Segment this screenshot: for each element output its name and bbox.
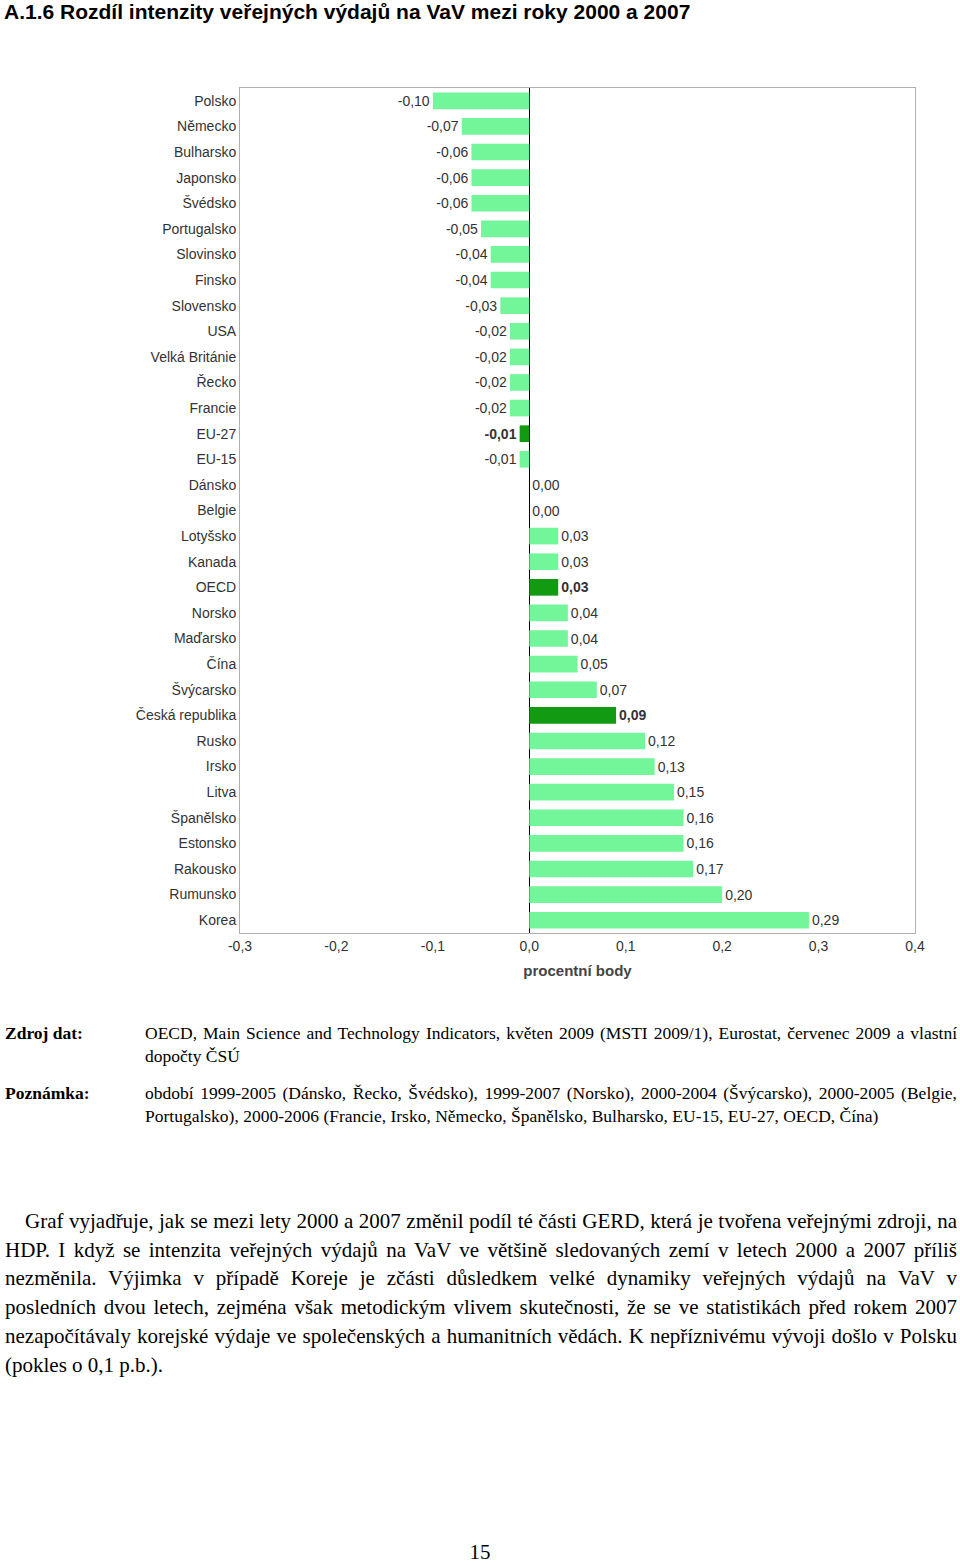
- svg-text:0,3: 0,3: [809, 938, 829, 954]
- svg-text:0,04: 0,04: [571, 605, 598, 621]
- svg-text:-0,06: -0,06: [436, 195, 468, 211]
- svg-text:Norsko: Norsko: [192, 605, 237, 621]
- svg-text:-0,01: -0,01: [485, 451, 517, 467]
- svg-text:Rakousko: Rakousko: [174, 861, 236, 877]
- svg-text:-0,06: -0,06: [436, 144, 468, 160]
- svg-text:Litva: Litva: [207, 784, 237, 800]
- html-text:A.1.6 Rozdíl intenzity veřejný: A.1.6 Rozdíl intenzity veřejných výdajů …: [4, 0, 691, 23]
- svg-text:Lotyšsko: Lotyšsko: [181, 528, 236, 544]
- svg-text:Řecko: Řecko: [197, 374, 237, 390]
- svg-text:-0,01: -0,01: [485, 426, 517, 442]
- svg-text:Velká Británie: Velká Británie: [151, 349, 237, 365]
- html-text:15: 15: [469, 1540, 491, 1564]
- html-text:Poznámka:: Poznámka:: [5, 1083, 90, 1103]
- svg-text:Čína: Čína: [207, 656, 237, 672]
- svg-text:0,05: 0,05: [581, 656, 608, 672]
- svg-text:Polsko: Polsko: [194, 93, 236, 109]
- svg-text:0,03: 0,03: [561, 579, 588, 595]
- svg-text:-0,04: -0,04: [456, 246, 488, 262]
- svg-text:Bulharsko: Bulharsko: [174, 144, 236, 160]
- svg-text:Švédsko: Švédsko: [182, 195, 236, 211]
- svg-text:EU-15: EU-15: [197, 451, 237, 467]
- svg-text:Dánsko: Dánsko: [189, 477, 237, 493]
- svg-text:0,09: 0,09: [619, 707, 646, 723]
- svg-text:0,13: 0,13: [658, 759, 685, 775]
- svg-text:0,04: 0,04: [571, 631, 598, 647]
- svg-text:-0,03: -0,03: [465, 298, 497, 314]
- svg-text:0,03: 0,03: [561, 554, 588, 570]
- svg-text:Kanada: Kanada: [188, 554, 236, 570]
- svg-text:-0,07: -0,07: [427, 118, 459, 134]
- svg-text:-0,1: -0,1: [421, 938, 445, 954]
- svg-text:Irsko: Irsko: [206, 758, 237, 774]
- svg-text:0,12: 0,12: [648, 733, 675, 749]
- svg-text:EU-27: EU-27: [197, 426, 237, 442]
- svg-text:-0,3: -0,3: [228, 938, 252, 954]
- svg-text:0,2: 0,2: [712, 938, 732, 954]
- svg-text:0,20: 0,20: [725, 887, 752, 903]
- svg-text:0,4: 0,4: [905, 938, 925, 954]
- svg-text:Španělsko: Španělsko: [171, 810, 237, 826]
- svg-text:Belgie: Belgie: [197, 502, 236, 518]
- svg-text:Německo: Německo: [177, 118, 236, 134]
- svg-text:Slovensko: Slovensko: [172, 298, 237, 314]
- svg-text:Slovinsko: Slovinsko: [176, 246, 236, 262]
- svg-text:-0,02: -0,02: [475, 323, 507, 339]
- svg-text:-0,02: -0,02: [475, 400, 507, 416]
- svg-text:-0,05: -0,05: [446, 221, 478, 237]
- svg-text:Japonsko: Japonsko: [176, 170, 236, 186]
- svg-text:0,16: 0,16: [687, 835, 714, 851]
- html-text:OECD, Main Science and Technol: OECD, Main Science and Technology Indica…: [145, 1023, 957, 1066]
- svg-text:Rumunsko: Rumunsko: [169, 886, 236, 902]
- svg-text:Rusko: Rusko: [197, 733, 237, 749]
- svg-text:0,29: 0,29: [812, 912, 839, 928]
- svg-text:0,1: 0,1: [616, 938, 636, 954]
- svg-text:Estonsko: Estonsko: [179, 835, 237, 851]
- svg-text:-0,10: -0,10: [398, 93, 430, 109]
- svg-text:0,17: 0,17: [696, 861, 723, 877]
- svg-text:0,0: 0,0: [520, 938, 540, 954]
- svg-text:0,15: 0,15: [677, 784, 704, 800]
- svg-text:-0,2: -0,2: [324, 938, 348, 954]
- html-text:Zdroj dat:: Zdroj dat:: [5, 1023, 83, 1043]
- svg-text:-0,04: -0,04: [456, 272, 488, 288]
- svg-text:Korea: Korea: [199, 912, 237, 928]
- svg-text:Švýcarsko: Švýcarsko: [172, 682, 237, 698]
- svg-text:Maďarsko: Maďarsko: [174, 630, 237, 646]
- svg-text:-0,06: -0,06: [436, 170, 468, 186]
- svg-text:0,16: 0,16: [687, 810, 714, 826]
- svg-text:Česká republika: Česká republika: [136, 707, 237, 723]
- svg-text:0,00: 0,00: [532, 477, 559, 493]
- svg-text:Francie: Francie: [190, 400, 237, 416]
- svg-text:-0,02: -0,02: [475, 374, 507, 390]
- svg-text:-0,02: -0,02: [475, 349, 507, 365]
- svg-text:USA: USA: [207, 323, 236, 339]
- svg-text:Portugalsko: Portugalsko: [162, 221, 236, 237]
- svg-text:0,07: 0,07: [600, 682, 627, 698]
- html-text:Graf vyjadřuje, jak se mezi le: Graf vyjadřuje, jak se mezi lety 2000 a …: [5, 1209, 957, 1377]
- svg-text:Finsko: Finsko: [195, 272, 236, 288]
- svg-text:0,00: 0,00: [532, 503, 559, 519]
- html-text:období 1999-2005 (Dánsko, Řeck: období 1999-2005 (Dánsko, Řecko, Švédsko…: [145, 1083, 957, 1126]
- svg-text:0,03: 0,03: [561, 528, 588, 544]
- svg-text:OECD: OECD: [196, 579, 236, 595]
- svg-text:procentní body: procentní body: [523, 962, 632, 979]
